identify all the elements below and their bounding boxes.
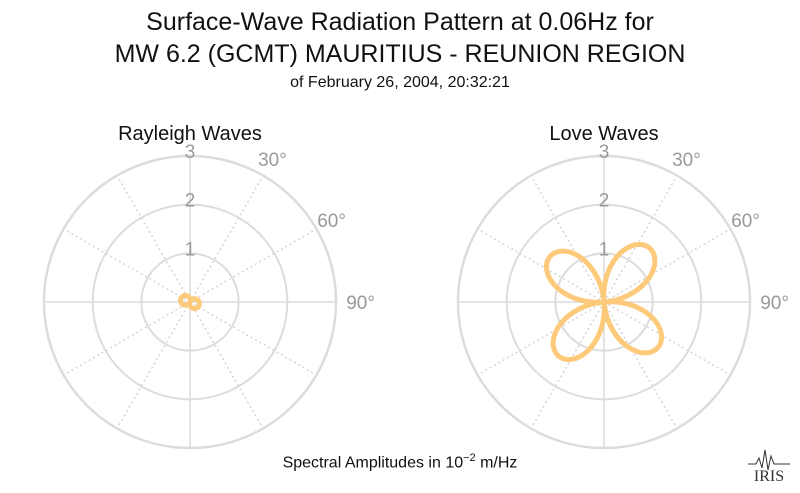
grid-spoke — [63, 301, 191, 376]
grid-spoke — [530, 175, 605, 303]
r-tick-label: 1 — [599, 239, 610, 260]
caption-suffix: m/Hz — [475, 454, 518, 472]
grid-spoke — [477, 301, 605, 376]
polar-chart-2: Love Waves 1 2 3 30° 60° 90° — [456, 123, 789, 450]
grid-ring — [456, 154, 752, 450]
grid-spoke — [603, 175, 678, 303]
grid-ring — [505, 203, 703, 401]
r-tick-label: 3 — [599, 142, 610, 163]
grid-spoke — [189, 175, 264, 303]
grid-spoke — [603, 228, 731, 303]
iris-logo: IRIS — [748, 449, 790, 485]
radiation-pattern-line — [543, 241, 665, 363]
theta-tick-label: 60° — [731, 211, 760, 232]
theta-tick-label: 60° — [317, 211, 346, 232]
grid-spoke — [189, 301, 264, 429]
caption-prefix: Spectral Amplitudes in — [282, 454, 446, 472]
chart-title-line-1: Surface-Wave Radiation Pattern at 0.06Hz… — [146, 8, 654, 36]
r-tick-label: 2 — [599, 191, 610, 212]
r-tick-label: 2 — [185, 191, 196, 212]
grid-ring — [554, 252, 654, 352]
iris-logo-text: IRIS — [754, 468, 784, 485]
caption-base: 10 — [445, 454, 464, 472]
panel-title: Love Waves — [549, 123, 658, 145]
caption-exponent: −2 — [463, 452, 476, 464]
grid-ring — [42, 154, 338, 450]
theta-tick-label: 90° — [346, 293, 375, 314]
grid-spoke — [116, 175, 191, 303]
grid-spoke — [477, 228, 605, 303]
grid-spoke — [189, 228, 317, 303]
grid-spoke — [63, 228, 191, 303]
polar-chart-1: Rayleigh Waves 1 2 3 30° 60° 90° — [42, 123, 375, 450]
grid-ring — [140, 252, 240, 352]
grid-ring — [91, 203, 289, 401]
theta-tick-label: 30° — [258, 150, 287, 171]
r-tick-label: 1 — [185, 239, 196, 260]
grid-spoke — [116, 301, 191, 429]
panel-title: Rayleigh Waves — [118, 123, 262, 145]
grid-spoke — [189, 301, 317, 376]
chart-subtitle-date: of February 26, 2004, 20:32:21 — [290, 74, 510, 91]
r-tick-label: 3 — [185, 142, 196, 163]
grid-spoke — [603, 301, 731, 376]
theta-tick-label: 30° — [672, 150, 701, 171]
grid-spoke — [603, 301, 678, 429]
theta-tick-label: 90° — [760, 293, 789, 314]
grid-spoke — [530, 301, 605, 429]
chart-title-line-2: MW 6.2 (GCMT) MAURITIUS - REUNION REGION — [114, 40, 686, 68]
amplitude-units-caption: Spectral Amplitudes in 10−2 m/Hz — [0, 452, 800, 472]
radiation-pattern-line — [178, 292, 202, 312]
